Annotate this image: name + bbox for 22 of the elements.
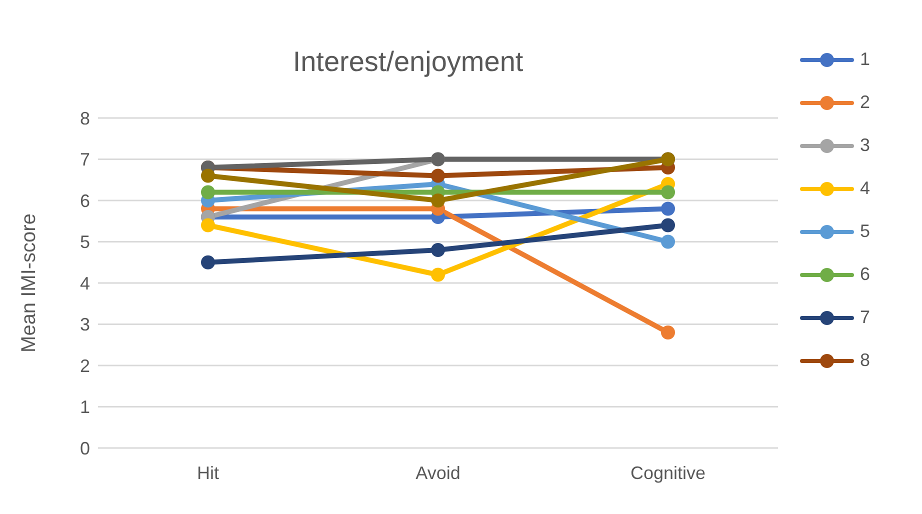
- y-tick-label: 4: [80, 273, 90, 294]
- legend-label: 3: [860, 135, 870, 156]
- y-tick-label: 8: [80, 108, 90, 128]
- x-tick-label: Cognitive: [630, 462, 706, 483]
- y-tick-label: 5: [80, 232, 90, 252]
- y-axis-title: Mean IMI-score: [18, 214, 40, 352]
- y-tick-label: 3: [80, 314, 90, 335]
- x-tick-label: Avoid: [416, 462, 460, 483]
- legend-label: 6: [860, 264, 870, 285]
- legend-label: 7: [860, 307, 870, 328]
- y-tick-label: 2: [80, 356, 90, 376]
- x-tick-label: Hit: [197, 462, 219, 483]
- y-tick-label: 1: [80, 397, 90, 418]
- legend-label: 8: [860, 350, 870, 371]
- legend-label: 1: [860, 49, 870, 70]
- legend-label: 5: [860, 221, 870, 242]
- y-tick-label: 7: [80, 150, 90, 170]
- y-tick-label: 6: [80, 190, 90, 211]
- legend-label: 2: [860, 92, 870, 113]
- y-tick-label: 0: [80, 438, 90, 458]
- legend-label: 4: [860, 178, 870, 199]
- chart-title: Interest/enjoyment: [292, 46, 524, 78]
